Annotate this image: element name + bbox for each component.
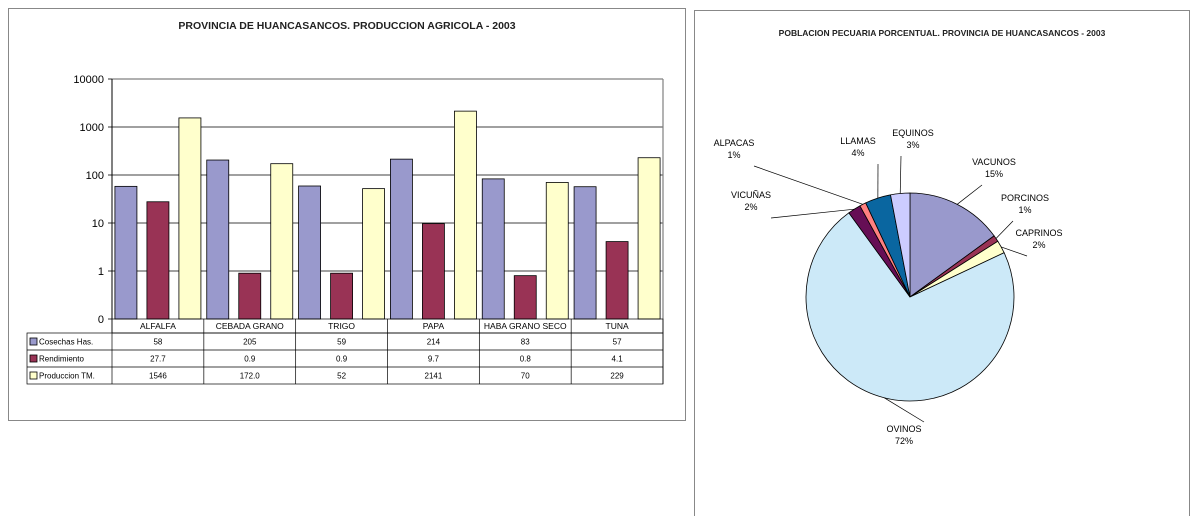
- table-value: 70: [521, 372, 530, 381]
- leader-line: [884, 398, 924, 422]
- bar: [390, 159, 412, 319]
- slice-label: OVINOS: [886, 424, 921, 434]
- slice-percent: 4%: [851, 148, 864, 158]
- table-value: 9.7: [428, 355, 440, 364]
- x-tick-label: CEBADA GRANO: [216, 321, 284, 331]
- x-tick-label: HABA GRANO SECO: [484, 321, 567, 331]
- leader-line: [996, 221, 1013, 239]
- bar: [363, 189, 385, 319]
- slice-label: PORCINOS: [1001, 193, 1049, 203]
- y-tick-label: 1000: [80, 122, 104, 134]
- bar: [271, 164, 293, 319]
- slice-label: ALPACAS: [714, 138, 755, 148]
- slice-percent: 3%: [906, 140, 919, 150]
- table-value: 229: [610, 372, 624, 381]
- bar: [147, 202, 169, 319]
- slice-label: VACUNOS: [972, 157, 1016, 167]
- legend-label: Rendimiento: [39, 355, 84, 364]
- table-value: 52: [337, 372, 346, 381]
- legend-key: [30, 372, 37, 379]
- y-tick-label: 1: [98, 266, 104, 278]
- legend-label: Cosechas Has.: [39, 338, 93, 347]
- slice-label: LLAMAS: [840, 136, 876, 146]
- bar: [422, 224, 444, 319]
- x-tick-label: TUNA: [606, 321, 629, 331]
- leader-line: [900, 156, 901, 193]
- table-value: 59: [337, 338, 346, 347]
- y-tick-label: 10000: [73, 74, 104, 86]
- table-value: 0.8: [520, 355, 532, 364]
- legend-key: [30, 355, 37, 362]
- bar: [546, 182, 568, 319]
- y-tick-label: 0: [98, 314, 104, 326]
- table-value: 172.0: [240, 372, 261, 381]
- bar: [299, 186, 321, 319]
- agricultural-production-chart: PROVINCIA DE HUANCASANCOS. PRODUCCION AG…: [8, 8, 686, 421]
- bar: [454, 111, 476, 319]
- leader-line: [957, 185, 982, 204]
- table-value: 57: [613, 338, 622, 347]
- table-value: 1546: [149, 372, 167, 381]
- table-value: 2141: [425, 372, 443, 381]
- table-value: 0.9: [244, 355, 256, 364]
- table-value: 214: [427, 338, 441, 347]
- slice-label: VICUÑAS: [731, 190, 771, 200]
- slice-percent: 72%: [895, 436, 913, 446]
- bar-chart-canvas: 0 1 10 100 1000 10000 ALFALFA CEBADA GRANO TRIGO…: [9, 9, 687, 422]
- table-value: 4.1: [612, 355, 624, 364]
- table-value: 205: [243, 338, 257, 347]
- bar: [606, 242, 628, 319]
- x-tick-label: ALFALFA: [140, 321, 176, 331]
- slice-label: CAPRINOS: [1015, 228, 1062, 238]
- legend-label: Produccion TM.: [39, 372, 95, 381]
- slice-percent: 2%: [1032, 240, 1045, 250]
- table-value: 27.7: [150, 355, 166, 364]
- legend-key: [30, 338, 37, 345]
- x-tick-label: TRIGO: [328, 321, 355, 331]
- leader-line: [771, 209, 854, 218]
- slice-percent: 1%: [1018, 205, 1031, 215]
- slice-label: EQUINOS: [892, 128, 934, 138]
- bar: [207, 160, 229, 319]
- slice-percent: 2%: [744, 202, 757, 212]
- x-tick-label: PAPA: [423, 321, 445, 331]
- bar: [514, 276, 536, 319]
- bar: [482, 179, 504, 319]
- slice-percent: 1%: [727, 150, 740, 160]
- bar: [574, 187, 596, 319]
- pie-chart-canvas: VACUNOS 15% PORCINOS 1% CAPRINOS 2% OVINOS 72% V…: [695, 11, 1191, 517]
- table-value: 83: [521, 338, 530, 347]
- bar: [115, 186, 137, 319]
- bar: [179, 118, 201, 319]
- table-value: 0.9: [336, 355, 348, 364]
- bar: [239, 273, 261, 319]
- bar: [331, 273, 353, 319]
- table-value: 58: [153, 338, 162, 347]
- y-tick-label: 10: [92, 218, 104, 230]
- y-tick-label: 100: [86, 170, 104, 182]
- bar: [638, 158, 660, 319]
- livestock-population-chart: POBLACION PECUARIA PORCENTUAL. PROVINCIA…: [694, 10, 1190, 516]
- slice-percent: 15%: [985, 169, 1003, 179]
